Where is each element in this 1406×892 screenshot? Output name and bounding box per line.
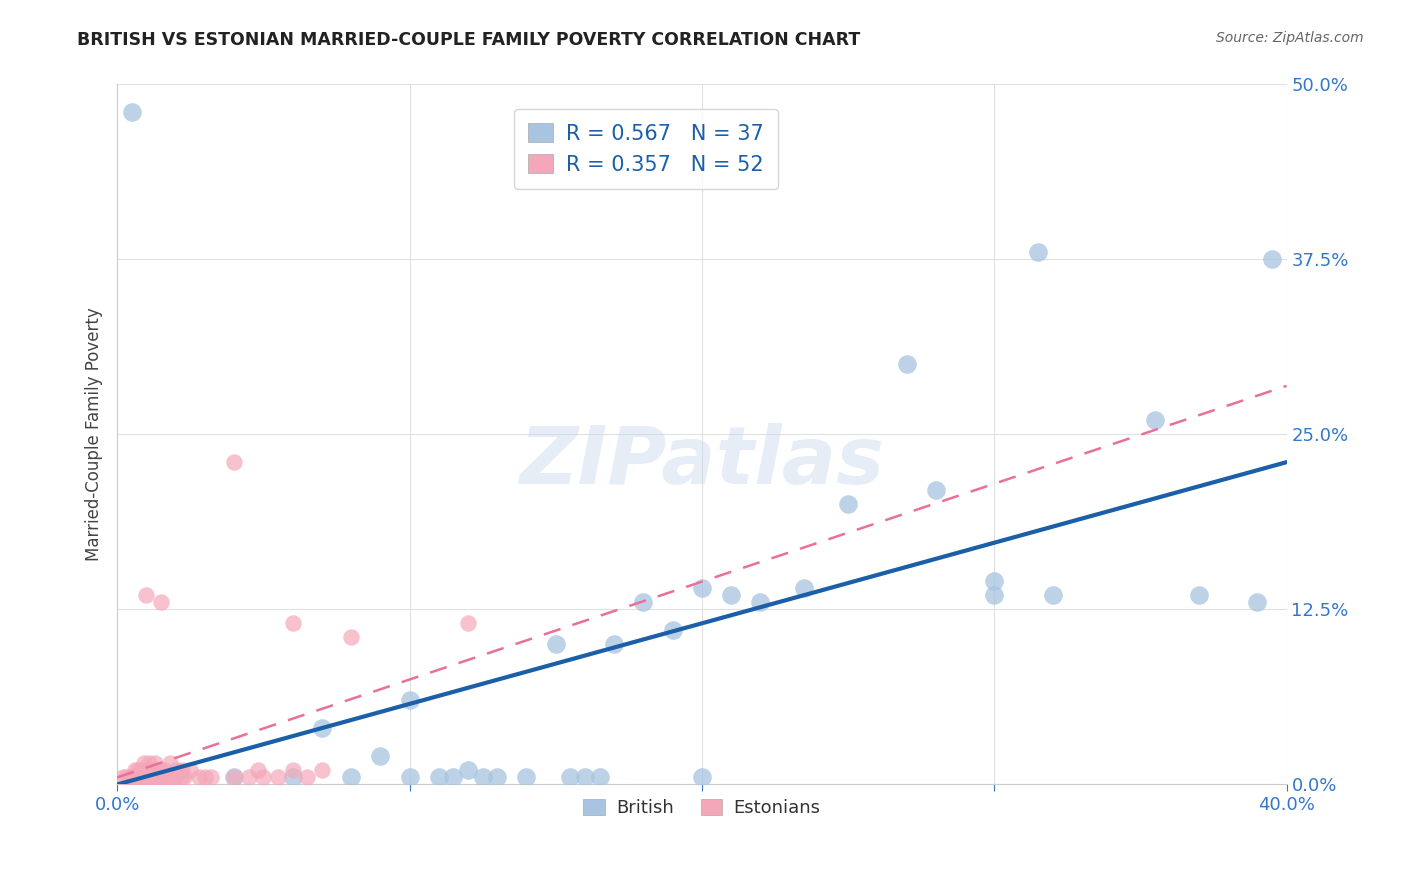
Point [129,764,152,778]
Point [143,756,166,771]
Point [427,771,450,785]
Point [1042,589,1064,603]
Point [457,616,479,631]
Point [121,105,143,120]
Point [150,771,173,785]
Point [156,771,179,785]
Point [124,764,146,778]
Point [224,771,246,785]
Point [368,749,391,764]
Point [1188,589,1211,603]
Point [574,771,596,785]
Point [398,771,420,785]
Point [1026,245,1049,260]
Point [544,637,567,651]
Point [162,771,184,785]
Point [118,771,141,785]
Point [135,771,157,785]
Point [132,771,155,785]
Point [153,764,176,778]
Point [112,771,135,785]
Point [150,595,173,609]
Point [121,771,143,785]
Point [1143,413,1166,427]
Point [179,764,201,778]
Point [749,595,772,609]
Point [281,616,304,631]
Point [194,771,217,785]
Point [311,764,333,778]
Point [150,764,173,778]
Point [311,722,333,736]
Point [281,764,304,778]
Text: ZIPatlas: ZIPatlas [519,424,884,501]
Point [138,771,160,785]
Point [588,771,610,785]
Point [165,771,187,785]
Point [173,771,195,785]
Point [135,764,157,778]
Point [340,631,363,645]
Point [132,756,155,771]
Point [143,771,166,785]
Point [188,771,211,785]
Point [690,771,713,785]
Point [165,764,187,778]
Legend: British, Estonians: British, Estonians [576,792,828,824]
Point [141,771,163,785]
Point [129,771,152,785]
Point [1261,252,1284,267]
Point [281,771,304,785]
Text: BRITISH VS ESTONIAN MARRIED-COUPLE FAMILY POVERTY CORRELATION CHART: BRITISH VS ESTONIAN MARRIED-COUPLE FAMIL… [77,31,860,49]
Point [153,771,176,785]
Point [398,693,420,707]
Point [224,455,246,469]
Point [141,764,163,778]
Point [297,771,319,785]
Point [720,589,742,603]
Point [138,756,160,771]
Point [603,637,626,651]
Point [159,771,181,785]
Point [170,771,193,785]
Point [983,574,1005,589]
Point [127,764,149,778]
Point [200,771,222,785]
Point [159,756,181,771]
Point [246,764,269,778]
Point [983,589,1005,603]
Point [793,582,815,596]
Y-axis label: Married-Couple Family Poverty: Married-Couple Family Poverty [86,308,103,561]
Point [837,498,859,512]
Point [441,771,464,785]
Point [127,771,149,785]
Point [661,624,683,638]
Point [896,358,918,372]
Point [1246,595,1268,609]
Point [560,771,582,785]
Point [146,771,169,785]
Point [224,771,246,785]
Point [115,771,138,785]
Point [238,771,260,785]
Point [267,771,290,785]
Point [252,771,274,785]
Text: Source: ZipAtlas.com: Source: ZipAtlas.com [1216,31,1364,45]
Point [124,771,146,785]
Point [135,589,157,603]
Point [170,764,193,778]
Point [515,771,537,785]
Point [457,764,479,778]
Point [471,771,494,785]
Point [340,771,363,785]
Point [690,582,713,596]
Point [633,595,655,609]
Point [925,483,948,498]
Point [486,771,509,785]
